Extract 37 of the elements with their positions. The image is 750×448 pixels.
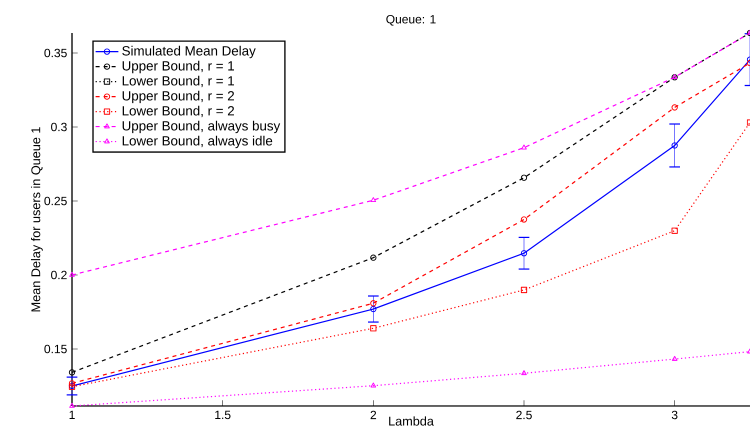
point xyxy=(370,300,376,306)
legend-label: Lower Bound, always idle xyxy=(122,136,272,148)
point xyxy=(520,286,528,294)
legend-label: Upper Bound, r = 2 xyxy=(122,90,234,104)
y-tick-label: 0.35 xyxy=(44,48,67,58)
point xyxy=(672,356,678,361)
y-axis-title: Mean Delay for users in Queue 1 xyxy=(30,127,43,312)
point xyxy=(370,197,376,202)
point xyxy=(521,370,527,376)
point xyxy=(370,382,376,388)
x-tick-label: 1 xyxy=(70,410,75,419)
point xyxy=(672,228,678,234)
x-tick-label: 3 xyxy=(672,410,678,420)
point xyxy=(68,369,76,376)
point xyxy=(520,174,528,181)
legend-label: Upper Bound, r = 1 xyxy=(122,60,234,74)
x-axis-title: Lambda xyxy=(389,416,434,426)
legend-label: Lower Bound, r = 1 xyxy=(122,76,234,88)
point xyxy=(370,325,376,332)
point xyxy=(68,380,76,386)
point xyxy=(69,272,75,277)
x-tick-label: 1.5 xyxy=(215,410,231,420)
point xyxy=(520,216,528,223)
point xyxy=(370,254,376,261)
x-tick-label: 2 xyxy=(370,410,376,420)
x-tick-label: 2.5 xyxy=(516,410,532,420)
point xyxy=(69,402,75,408)
y-tick-label: 0.25 xyxy=(44,196,67,206)
y-tick-label: 0.15 xyxy=(44,344,67,354)
legend-label: Simulated Mean Delay xyxy=(122,46,256,58)
legend-label: Upper Bound, always busy xyxy=(122,120,280,134)
chart-title: Queue: 1 xyxy=(386,14,436,26)
point xyxy=(672,104,678,111)
y-tick-label: 0.3 xyxy=(51,122,67,132)
legend-label: Lower Bound, r = 2 xyxy=(122,106,234,118)
point xyxy=(521,144,527,150)
y-tick-label: 0.2 xyxy=(51,270,67,280)
